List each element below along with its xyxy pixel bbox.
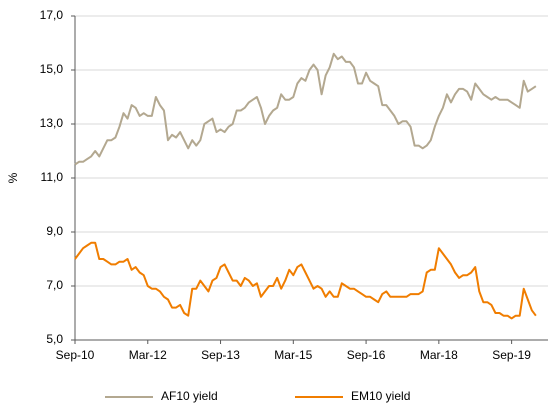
x-tick-label: Mar-18 bbox=[420, 348, 458, 362]
y-tick-label: 17,0 bbox=[40, 8, 64, 22]
y-tick-label: 5,0 bbox=[46, 332, 63, 346]
x-tick-label: Sep-16 bbox=[347, 348, 386, 362]
legend-label: AF10 yield bbox=[161, 389, 218, 403]
y-tick-label: 15,0 bbox=[40, 62, 64, 76]
x-tick-label: Sep-13 bbox=[201, 348, 240, 362]
x-tick-label: Sep-19 bbox=[492, 348, 531, 362]
x-tick-label: Sep-10 bbox=[56, 348, 95, 362]
y-tick-label: 7,0 bbox=[46, 278, 63, 292]
series-line bbox=[74, 241, 537, 320]
y-tick-label: 11,0 bbox=[41, 170, 64, 184]
y-axis-label: % bbox=[6, 172, 20, 183]
series-line bbox=[74, 52, 537, 166]
y-tick-label: 13,0 bbox=[40, 116, 64, 130]
y-tick-label: 9,0 bbox=[46, 224, 63, 238]
x-tick-label: Mar-15 bbox=[274, 348, 312, 362]
x-tick-label: Mar-12 bbox=[129, 348, 167, 362]
legend-label: EM10 yield bbox=[351, 389, 410, 403]
